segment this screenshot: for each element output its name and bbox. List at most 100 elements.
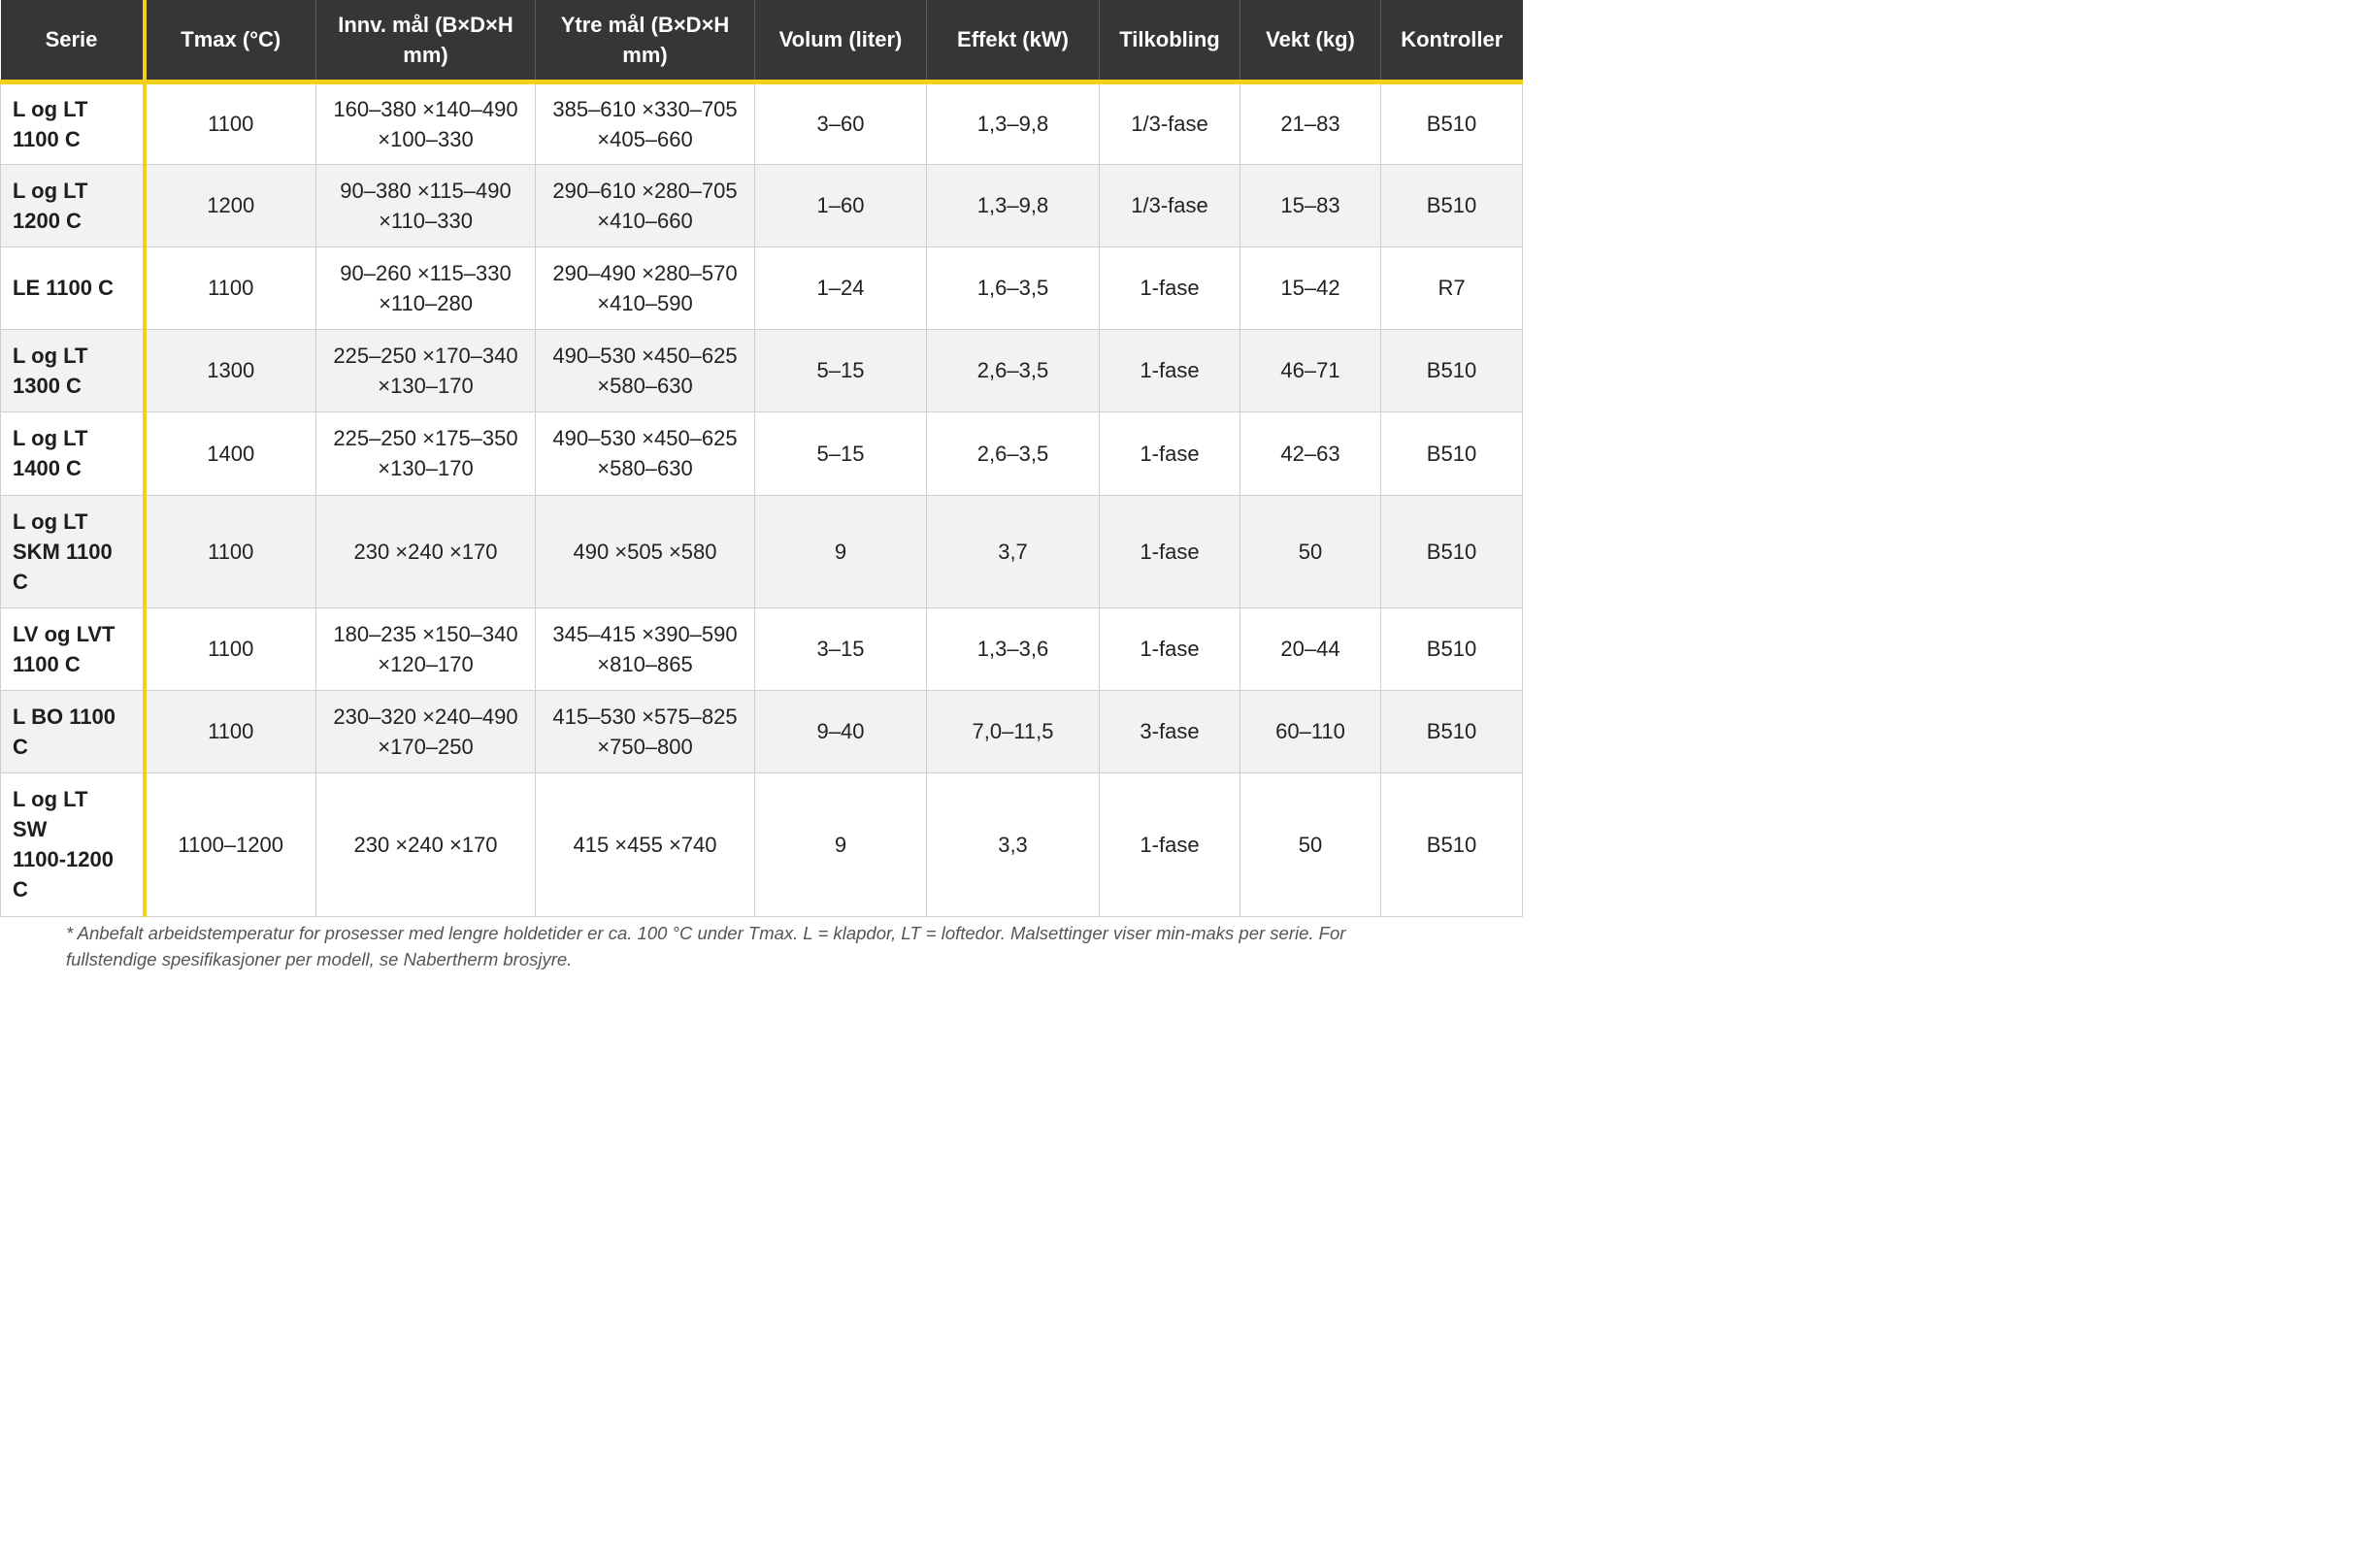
cell-outer-dimensions: 290–490 ×280–570 ×410–590 <box>535 246 755 330</box>
cell-power: 3,7 <box>926 495 1100 608</box>
cell-tmax: 1100 <box>144 495 316 608</box>
cell-power: 1,6–3,5 <box>926 246 1100 330</box>
cell-weight: 46–71 <box>1240 329 1381 412</box>
cell-tmax: 1100 <box>144 607 316 691</box>
cell-serie-line: 1200 C <box>13 208 82 233</box>
table-row: L og LT 1300 C 1300 225–250 ×170–340 ×130–17… <box>0 329 1523 412</box>
cell-volume: 3–60 <box>754 82 927 165</box>
cell-serie: LV og LVT 1100 C <box>0 607 147 691</box>
cell-serie: L og LT SKM 1100 C <box>0 495 147 608</box>
cell-serie: LE 1100 C <box>0 246 147 330</box>
cell-outer-dimensions-line: ×750–800 <box>597 734 693 759</box>
cell-serie-line: L og LT <box>13 343 88 368</box>
cell-power: 1,3–9,8 <box>926 164 1100 247</box>
header-outer-dimensions-line-1: Ytre mål (B×D×H <box>560 12 730 37</box>
table-row: L og LT 1100 C 1100 160–380 ×140–490 ×100–33… <box>0 82 1523 165</box>
cell-serie-line: 1300 C <box>13 373 82 398</box>
cell-inner-dimensions: 230 ×240 ×170 <box>315 495 536 608</box>
table-row: L og LT 1200 C 1200 90–380 ×115–490 ×110–330… <box>0 164 1523 247</box>
header-outer-dimensions-line-2: mm) <box>622 42 668 67</box>
table-row: L og LT 1400 C 1400 225–250 ×175–350 ×130–17… <box>0 411 1523 496</box>
cell-weight: 15–42 <box>1240 246 1381 330</box>
header-outer-dimensions: Ytre mål (B×D×H mm) <box>535 0 755 84</box>
cell-outer-dimensions-line: ×580–630 <box>597 456 693 480</box>
cell-inner-dimensions-line: ×170–250 <box>378 734 474 759</box>
cell-weight: 50 <box>1240 772 1381 917</box>
cell-power: 2,6–3,5 <box>926 411 1100 496</box>
cell-controller: B510 <box>1380 164 1523 247</box>
cell-outer-dimensions: 490–530 ×450–625 ×580–630 <box>535 411 755 496</box>
table-row: LE 1100 C 1100 90–260 ×115–330 ×110–280 290–… <box>0 246 1523 330</box>
cell-inner-dimensions-line: ×100–330 <box>378 126 474 151</box>
cell-inner-dimensions-line: ×130–170 <box>378 373 474 398</box>
cell-outer-dimensions-line: ×405–660 <box>597 126 693 151</box>
cell-serie-line: C <box>13 569 28 594</box>
cell-outer-dimensions: 415–530 ×575–825 ×750–800 <box>535 690 755 773</box>
cell-volume: 9 <box>754 495 927 608</box>
header-tmax: Tmax (°C) <box>144 0 316 84</box>
cell-inner-dimensions: 160–380 ×140–490 ×100–330 <box>315 82 536 165</box>
cell-controller: B510 <box>1380 411 1523 496</box>
cell-serie: L og LT SW 1100-1200 C <box>0 772 147 917</box>
cell-volume: 1–24 <box>754 246 927 330</box>
spec-page: Serie Tmax (°C) Innv. mål (B×D×H mm) Ytr… <box>0 0 1523 986</box>
cell-serie-line: L og LT <box>13 426 88 450</box>
cell-inner-dimensions-line: 90–380 ×115–490 <box>340 178 512 203</box>
cell-outer-dimensions: 490 ×505 ×580 <box>535 495 755 608</box>
cell-tmax: 1300 <box>144 329 316 412</box>
cell-outer-dimensions: 290–610 ×280–705 ×410–660 <box>535 164 755 247</box>
table-row: L BO 1100 C 1100 230–320 ×240–490 ×170–250 41… <box>0 690 1523 773</box>
cell-controller: B510 <box>1380 82 1523 165</box>
header-inner-dimensions-line-1: Innv. mål (B×D×H <box>338 12 513 37</box>
header-inner-dimensions-line-2: mm) <box>403 42 448 67</box>
cell-serie: L og LT 1200 C <box>0 164 147 247</box>
cell-connection: 3-fase <box>1099 690 1240 773</box>
cell-serie: L BO 1100 C <box>0 690 147 773</box>
cell-inner-dimensions: 90–380 ×115–490 ×110–330 <box>315 164 536 247</box>
cell-volume: 5–15 <box>754 329 927 412</box>
cell-serie-line: 1400 C <box>13 456 82 480</box>
table-row: L og LT SKM 1100 C 1100 230 ×240 ×170 490 ×50… <box>0 495 1523 608</box>
cell-inner-dimensions: 230 ×240 ×170 <box>315 772 536 917</box>
cell-serie-line: C <box>13 877 28 902</box>
cell-weight: 21–83 <box>1240 82 1381 165</box>
footnote-line-1: * Anbefalt arbeidstemperatur for prosess… <box>66 923 1346 943</box>
header-connection: Tilkobling <box>1099 0 1240 84</box>
cell-outer-dimensions-line: 385–610 ×330–705 <box>552 96 738 121</box>
cell-serie-line: SW <box>13 817 48 841</box>
cell-inner-dimensions: 225–250 ×170–340 ×130–170 <box>315 329 536 412</box>
cell-connection: 1/3-fase <box>1099 82 1240 165</box>
header-inner-dimensions: Innv. mål (B×D×H mm) <box>315 0 536 84</box>
cell-tmax: 1100 <box>144 690 316 773</box>
cell-controller: B510 <box>1380 495 1523 608</box>
cell-serie-line: 1100 C <box>13 651 81 676</box>
cell-serie-line: L og LT <box>13 96 88 121</box>
cell-inner-dimensions-line: ×110–280 <box>379 290 473 315</box>
cell-serie-line: 1100-1200 <box>13 847 114 871</box>
cell-inner-dimensions-line: 180–235 ×150–340 <box>333 621 518 646</box>
cell-outer-dimensions-line: ×410–660 <box>597 208 693 233</box>
header-weight: Vekt (kg) <box>1240 0 1381 84</box>
cell-power: 7,0–11,5 <box>926 690 1100 773</box>
cell-connection: 1-fase <box>1099 772 1240 917</box>
cell-serie: L og LT 1400 C <box>0 411 147 496</box>
cell-connection: 1-fase <box>1099 411 1240 496</box>
cell-inner-dimensions-line: 160–380 ×140–490 <box>333 96 518 121</box>
table-row: L og LT SW 1100-1200 C 1100–1200 230 ×240 ×17… <box>0 772 1523 917</box>
cell-inner-dimensions-line: 230–320 ×240–490 <box>333 704 518 729</box>
cell-connection: 1-fase <box>1099 329 1240 412</box>
cell-serie: L og LT 1100 C <box>0 82 147 165</box>
cell-tmax: 1100 <box>144 82 316 165</box>
header-controller: Kontroller <box>1380 0 1523 84</box>
cell-connection: 1/3-fase <box>1099 164 1240 247</box>
cell-connection: 1-fase <box>1099 246 1240 330</box>
cell-outer-dimensions-line: 415 ×455 ×740 <box>573 832 717 857</box>
cell-outer-dimensions-line: 490–530 ×450–625 <box>552 426 738 450</box>
cell-inner-dimensions: 180–235 ×150–340 ×120–170 <box>315 607 536 691</box>
footnote-line-2: fullstendige spesifikasjoner per modell,… <box>66 949 573 969</box>
cell-outer-dimensions-line: ×810–865 <box>597 651 693 676</box>
cell-weight: 42–63 <box>1240 411 1381 496</box>
cell-volume: 5–15 <box>754 411 927 496</box>
cell-weight: 60–110 <box>1240 690 1381 773</box>
cell-volume: 3–15 <box>754 607 927 691</box>
